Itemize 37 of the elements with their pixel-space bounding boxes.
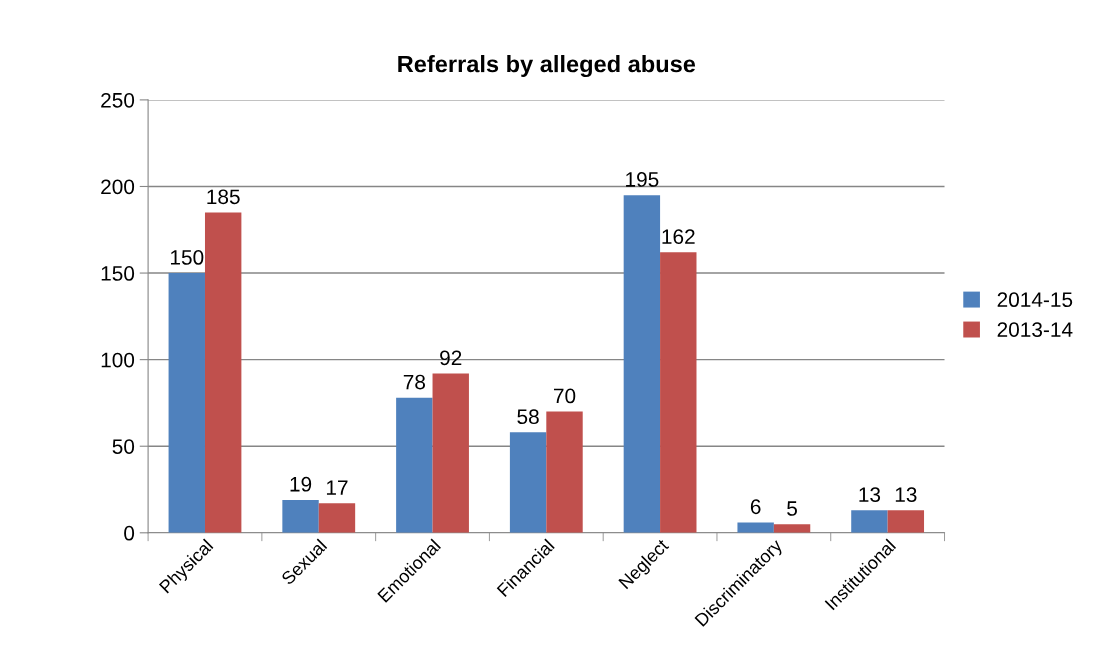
y-tick-label: 0 bbox=[124, 525, 135, 541]
bar bbox=[660, 252, 697, 533]
legend-label: 2013-14 bbox=[997, 322, 1073, 337]
data-label: 17 bbox=[326, 480, 348, 495]
bar bbox=[168, 273, 205, 533]
y-tick-label: 250 bbox=[101, 92, 135, 108]
y-tick-label: 50 bbox=[112, 439, 135, 454]
bar bbox=[773, 524, 811, 533]
y-tick-label: 200 bbox=[101, 179, 135, 195]
data-label: 162 bbox=[662, 229, 695, 244]
data-label: 70 bbox=[553, 388, 576, 404]
y-tick-label: 100 bbox=[101, 352, 135, 368]
data-label: 185 bbox=[207, 189, 240, 205]
data-label: 150 bbox=[170, 250, 204, 265]
legend-label: 2014-15 bbox=[997, 292, 1073, 308]
y-tick-label: 150 bbox=[101, 266, 135, 281]
bar bbox=[887, 510, 925, 533]
bar bbox=[396, 397, 433, 533]
data-label: 58 bbox=[517, 409, 539, 425]
bar bbox=[737, 522, 774, 533]
data-label: 6 bbox=[750, 499, 761, 515]
data-label: 195 bbox=[626, 172, 659, 187]
data-label: 13 bbox=[859, 487, 881, 502]
data-label: 13 bbox=[895, 487, 917, 502]
bar bbox=[282, 499, 319, 533]
bar bbox=[432, 373, 469, 533]
bar bbox=[623, 195, 661, 533]
bar bbox=[546, 411, 583, 533]
data-label: 78 bbox=[403, 374, 426, 390]
bar bbox=[318, 503, 356, 533]
chart-title: Referrals by alleged abuse bbox=[398, 55, 696, 78]
data-label: 5 bbox=[787, 501, 797, 516]
bar bbox=[204, 212, 242, 533]
data-label: 92 bbox=[440, 350, 462, 366]
bar bbox=[509, 432, 547, 533]
data-label: 19 bbox=[290, 476, 312, 492]
bar bbox=[851, 510, 888, 533]
